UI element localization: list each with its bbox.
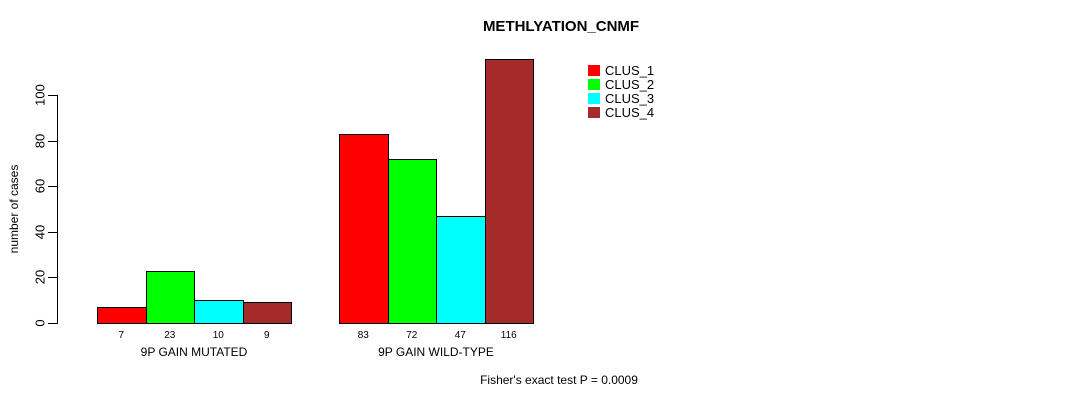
legend-item-clus_3: CLUS_3	[588, 90, 655, 106]
y-axis-tick-label: 80	[32, 133, 48, 149]
bar-value-label: 83	[357, 330, 369, 341]
bar-clus_4-1	[242, 302, 292, 324]
bar-value-label: 7	[118, 330, 125, 341]
y-axis-tick-label: 40	[32, 224, 48, 240]
y-axis-tick	[48, 232, 57, 233]
legend-item-clus_4: CLUS_4	[588, 104, 655, 120]
bar-clus_2-1	[145, 270, 195, 324]
bar-clus_2-2	[387, 158, 437, 324]
bar-clus_4-2	[484, 58, 534, 324]
annotation-text: Fisher's exact test P = 0.0009	[480, 373, 638, 387]
legend-item-label: CLUS_4	[605, 104, 655, 120]
y-axis-tick	[48, 186, 57, 187]
bar-clus_1-2	[339, 133, 389, 324]
legend-swatch-icon	[588, 106, 600, 118]
y-axis-tick	[48, 141, 57, 142]
bar-value-label: 116	[500, 330, 517, 341]
y-axis-tick-label: 60	[32, 178, 48, 194]
y-axis-tick-label: 20	[32, 269, 48, 285]
bar-clus_3-1	[194, 300, 244, 324]
group-label: 9P GAIN WILD-TYPE	[378, 345, 494, 359]
chart-title: METHLYATION_CNMF	[482, 18, 640, 35]
bar-value-label: 9	[263, 330, 270, 341]
group-label: 9P GAIN MUTATED	[140, 345, 248, 359]
y-axis-tick	[48, 323, 57, 324]
y-axis-tick	[48, 95, 57, 96]
y-axis-line	[57, 95, 58, 324]
bar-value-label: 10	[212, 330, 224, 341]
bar-clus_1-1	[97, 307, 147, 324]
legend: CLUS_1 CLUS_2 CLUS_3 CLUS_4	[588, 62, 655, 120]
legend-item-label: CLUS_3	[605, 90, 655, 106]
bar-value-label: 72	[406, 330, 418, 341]
legend-item-label: CLUS_2	[605, 76, 655, 92]
y-axis-label: number of cases	[7, 164, 21, 254]
legend-item-label: CLUS_1	[605, 62, 655, 78]
y-axis-tick	[48, 277, 57, 278]
legend-swatch-icon	[588, 92, 600, 104]
bar-clus_3-2	[436, 215, 486, 324]
legend-item-clus_1: CLUS_1	[588, 62, 655, 78]
bar-value-label: 47	[454, 330, 466, 341]
bar-value-label: 23	[164, 330, 176, 341]
legend-item-clus_2: CLUS_2	[588, 76, 655, 92]
y-axis-tick-label: 100	[32, 84, 48, 106]
legend-swatch-icon	[588, 64, 600, 76]
y-axis-tick-label: 0	[32, 319, 48, 327]
legend-swatch-icon	[588, 78, 600, 90]
